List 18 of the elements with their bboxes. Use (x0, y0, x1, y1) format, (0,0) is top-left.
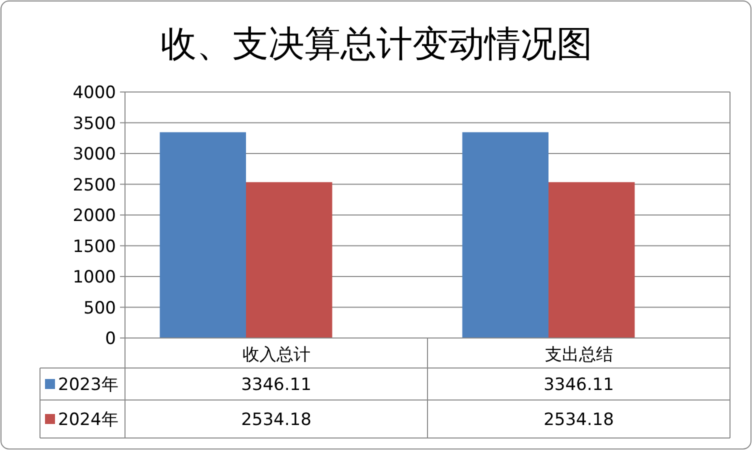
y-tick-label: 500 (84, 298, 116, 318)
x-tick-label: 支出总结 (544, 345, 613, 365)
x-tick-label: 收入总计 (242, 345, 310, 365)
y-tick-label: 4000 (72, 83, 116, 103)
data-label: 3346.11 (544, 375, 614, 395)
y-tick-label: 3000 (72, 144, 116, 164)
y-tick-label: 2000 (72, 206, 116, 226)
legend-label: 2023年 (58, 375, 118, 395)
chart-title: 收、支决算总计变动情况图 (160, 24, 592, 65)
legend-label: 2024年 (58, 410, 118, 430)
y-tick-label: 3500 (72, 114, 116, 134)
y-tick-label: 1000 (72, 268, 116, 288)
y-tick-label: 2500 (72, 175, 116, 196)
data-label: 2534.18 (544, 410, 614, 430)
data-label: 3346.11 (241, 375, 312, 395)
y-tick-label: 1500 (72, 236, 116, 257)
y-tick-label: 0 (105, 329, 116, 349)
data-label: 2534.18 (241, 410, 312, 430)
